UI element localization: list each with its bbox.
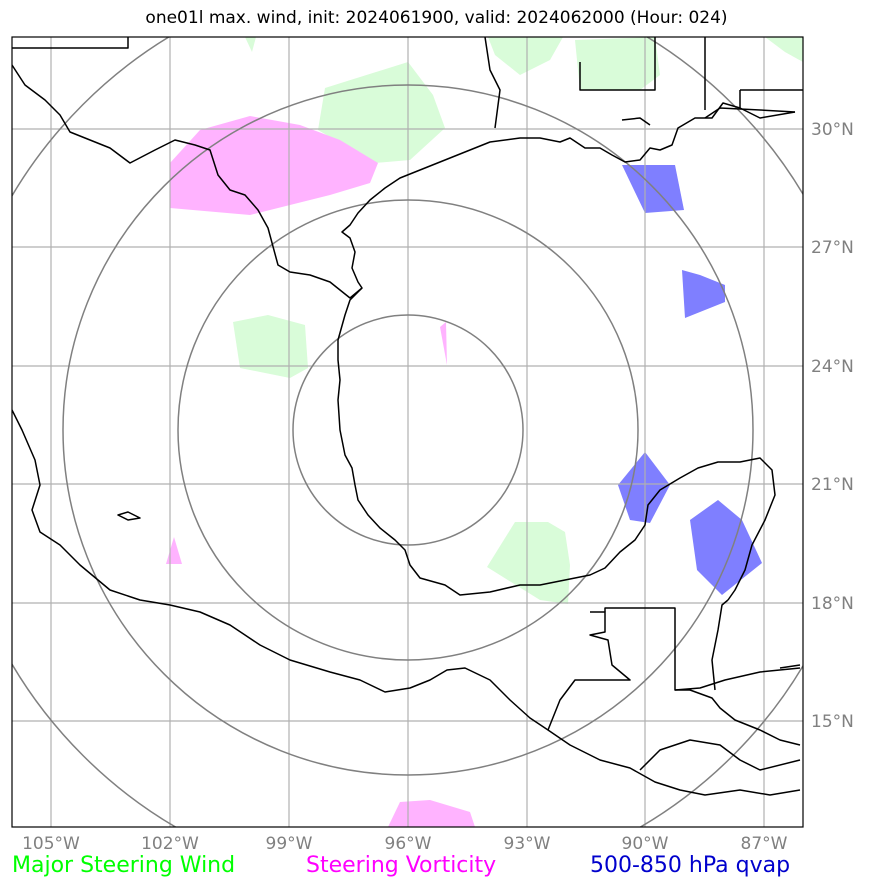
lon-tick: 102°W (141, 834, 199, 854)
legend-qvap: 500-850 hPa qvap (590, 853, 791, 878)
graticule (12, 37, 803, 827)
lon-tick: 90°W (622, 834, 669, 854)
legend-steering-wind: Major Steering Wind (12, 853, 236, 878)
lat-tick: 15°N (811, 712, 854, 732)
lon-tick: 105°W (22, 834, 80, 854)
coastlines (12, 37, 803, 796)
map-title: one01l max. wind, init: 2024061900, vali… (145, 8, 728, 28)
lat-tick: 24°N (811, 357, 854, 377)
legend-steering-vorticity: Steering Vorticity (306, 853, 497, 878)
lon-tick: 96°W (385, 834, 432, 854)
lat-tick: 21°N (811, 475, 854, 495)
lon-tick-labels: 105°W 102°W 99°W 96°W 93°W 90°W 87°W (22, 834, 788, 854)
lon-tick: 99°W (266, 834, 313, 854)
lat-tick: 18°N (811, 594, 854, 614)
lat-tick-labels: 30°N 27°N 24°N 21°N 18°N 15°N (811, 120, 854, 732)
map-frame (11, 36, 804, 828)
lat-tick: 27°N (811, 238, 854, 258)
steering-vorticity-areas (166, 116, 475, 827)
lon-tick: 93°W (504, 834, 551, 854)
lon-tick: 87°W (741, 834, 788, 854)
lat-tick: 30°N (811, 120, 854, 140)
qvap-areas (618, 165, 762, 595)
